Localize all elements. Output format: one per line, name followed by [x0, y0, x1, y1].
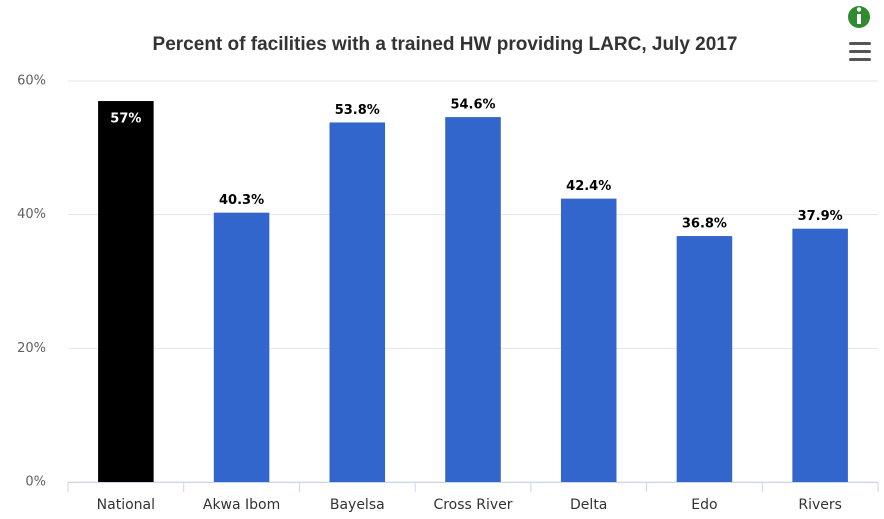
info-button[interactable] — [848, 6, 870, 28]
bar — [676, 236, 733, 482]
value-label: 57% — [110, 112, 141, 127]
value-label: 54.6% — [450, 98, 495, 113]
x-tick-label: Bayelsa — [330, 497, 385, 513]
value-label: 42.4% — [566, 179, 611, 194]
menu-line — [849, 42, 871, 45]
y-tick-label: 40% — [17, 207, 46, 222]
y-tick-label: 0% — [25, 475, 46, 490]
x-tick-label: Akwa Ibom — [203, 497, 280, 513]
x-tick-label: Cross River — [433, 497, 512, 513]
bar — [213, 212, 270, 482]
x-tick-label: Delta — [570, 497, 607, 513]
bar — [560, 198, 617, 483]
info-stem — [857, 14, 861, 24]
menu-line — [849, 58, 871, 61]
menu-button[interactable] — [849, 42, 871, 61]
value-label: 36.8% — [682, 217, 727, 232]
info-dot — [856, 7, 862, 12]
y-tick-label: 60% — [17, 74, 46, 89]
bar — [98, 101, 154, 483]
chart-title: Percent of facilities with a trained HW … — [153, 34, 738, 55]
value-label: 53.8% — [335, 103, 380, 118]
x-tick-label: Edo — [691, 497, 717, 513]
bar — [792, 228, 848, 482]
value-label: 40.3% — [219, 193, 264, 208]
menu-line — [849, 50, 871, 53]
x-tick-label: National — [97, 497, 155, 513]
y-tick-label: 20% — [17, 341, 46, 356]
x-tick-label: Rivers — [798, 497, 842, 513]
value-label: 37.9% — [798, 209, 843, 224]
bar — [329, 122, 386, 482]
bar — [445, 117, 501, 482]
